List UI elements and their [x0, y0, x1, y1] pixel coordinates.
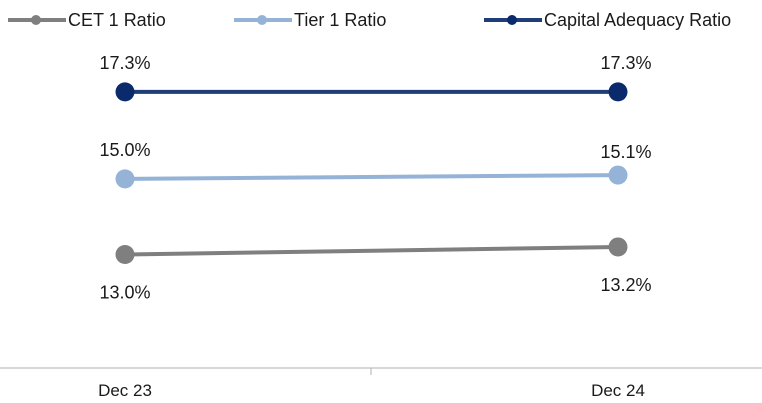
data-label: 15.1%	[600, 142, 651, 162]
data-label: 13.0%	[99, 283, 150, 303]
series-line	[124, 244, 619, 257]
data-point	[115, 245, 135, 265]
data-point	[608, 237, 628, 257]
data-point	[608, 165, 628, 185]
legend-swatch-marker	[31, 15, 41, 25]
data-point	[115, 169, 135, 189]
legend: CET 1 Ratio Tier 1 Ratio Capital Adequacy …	[8, 10, 731, 30]
legend-entry: Tier 1 Ratio	[294, 10, 386, 30]
data-point	[115, 82, 135, 102]
legend-swatch-marker	[257, 15, 267, 25]
legend-entry: CET 1 Ratio	[68, 10, 166, 30]
series-line	[124, 173, 619, 181]
data-label: 13.2%	[600, 275, 651, 295]
series-cet-1-ratio: 13.0% 13.2%	[99, 237, 652, 303]
x-axis	[0, 367, 762, 375]
series-layer: 13.0% 13.2% 15.0% 15.1% 17.3% 17.3%	[99, 53, 651, 303]
series-capital-adequacy-ratio: 17.3% 17.3%	[99, 53, 652, 102]
x-tick-label: Dec 23	[98, 381, 152, 400]
series-tier-1-ratio: 15.0% 15.1%	[99, 140, 652, 189]
legend-swatch-marker	[507, 15, 517, 25]
legend-entry: Capital Adequacy Ratio	[544, 10, 731, 30]
x-tick-label: Dec 24	[591, 381, 645, 400]
data-label: 15.0%	[99, 140, 150, 160]
data-point	[608, 82, 628, 102]
x-tick-labels: Dec 23 Dec 24	[98, 381, 645, 400]
data-label: 17.3%	[99, 53, 150, 73]
data-label: 17.3%	[600, 53, 651, 73]
